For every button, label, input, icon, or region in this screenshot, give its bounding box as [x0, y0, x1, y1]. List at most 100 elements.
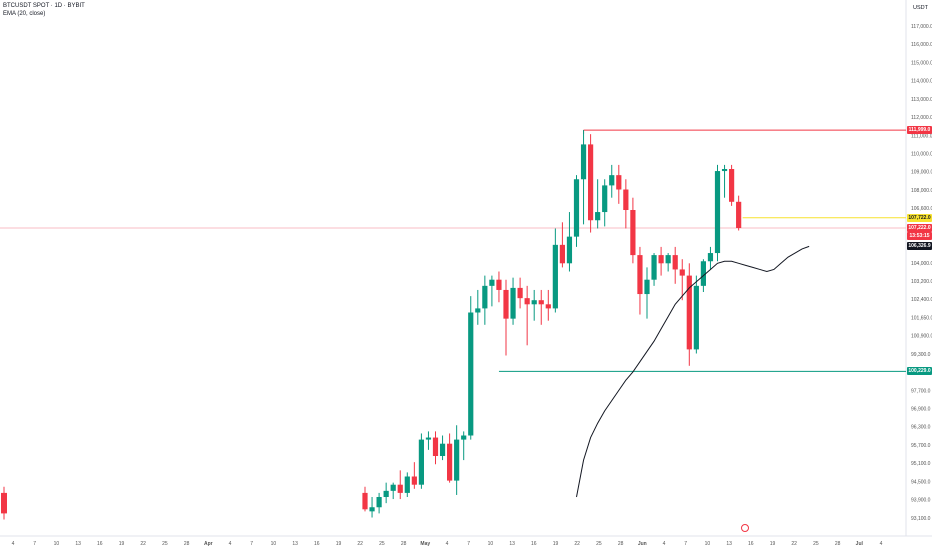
candle-body [425, 437, 432, 440]
candle-body [602, 185, 608, 213]
candle-body [531, 300, 537, 305]
candle-body [524, 298, 530, 305]
countdown-badge: 13:53:15 [907, 232, 932, 240]
x-tick-label: 19 [553, 541, 559, 547]
x-tick-label: 16 [748, 541, 754, 547]
candle-body [475, 308, 481, 313]
y-tick-label: 111,000.0 [911, 133, 932, 139]
x-tick-label: 28 [401, 541, 407, 547]
candle-body [729, 169, 735, 202]
x-tick-label: 10 [54, 541, 60, 547]
y-tick-label: 100,900.0 [911, 334, 932, 340]
x-tick-label: Apr [204, 541, 213, 547]
y-tick-label: 99,300.0 [911, 352, 931, 358]
y-tick-label: 96,300.0 [911, 425, 931, 431]
x-tick-label: 4 [446, 541, 449, 547]
candle-body [595, 212, 601, 221]
candle-body [736, 201, 742, 228]
x-tick-label: 22 [357, 541, 363, 547]
ema-value-badge: 106,326.9 [907, 242, 932, 251]
y-tick-label: 93,900.0 [911, 498, 931, 504]
candle-body [362, 492, 368, 510]
y-tick-label: 93,100.0 [911, 516, 931, 522]
x-tick-label: 10 [488, 541, 494, 547]
candle-body [644, 279, 650, 295]
y-tick-label: 115,000.0 [911, 60, 932, 66]
x-tick-label: 7 [684, 541, 687, 547]
candle-body [580, 144, 587, 180]
y-tick-label: 112,000.0 [911, 115, 932, 121]
x-tick-label: 16 [314, 541, 320, 547]
x-tick-label: 25 [162, 541, 168, 547]
x-tick-label: 13 [75, 541, 81, 547]
candle-body [609, 175, 615, 186]
candle-body [496, 279, 502, 290]
candle-body [411, 476, 417, 485]
alert-icon [741, 524, 749, 532]
x-tick-label: 7 [467, 541, 470, 547]
x-tick-label: 10 [705, 541, 711, 547]
x-tick-label: 7 [33, 541, 36, 547]
candle-body [404, 476, 410, 493]
y-tick-label: 97,700.0 [911, 388, 931, 394]
candle-body [454, 439, 460, 481]
low-price-badge: 100,229.0 [907, 367, 932, 376]
x-tick-label: 4 [12, 541, 15, 547]
candle-body [573, 179, 580, 237]
y-tick-label: 94,500.0 [911, 479, 931, 485]
x-tick-label: 13 [726, 541, 732, 547]
candle-body [1, 492, 7, 514]
candle-body [672, 255, 678, 270]
candle-body [693, 285, 699, 350]
y-tick-label: 101,650.0 [911, 315, 932, 321]
candle-body [552, 244, 558, 309]
candle-body [566, 236, 573, 264]
x-tick-label: 10 [271, 541, 277, 547]
candle-body [517, 287, 523, 299]
candle-body [390, 484, 396, 491]
high-price-badge: 111,999.0 [907, 126, 932, 135]
x-tick-label: 13 [292, 541, 298, 547]
candle-body [637, 255, 643, 295]
price-unit-label: USDT [913, 5, 928, 11]
y-tick-label: 109,000.0 [911, 170, 932, 176]
x-tick-label: 19 [336, 541, 342, 547]
y-tick-label: 114,000.0 [911, 79, 932, 85]
candle-body [418, 439, 424, 485]
y-tick-label: 116,000.0 [911, 42, 932, 48]
candle-body [482, 285, 488, 309]
current-price-badge: 107,222.0 [907, 224, 932, 232]
x-tick-label: 13 [509, 541, 515, 547]
candle-body [468, 312, 474, 436]
candle-body [686, 275, 692, 350]
candle-body [721, 169, 728, 172]
candle-body [545, 304, 551, 309]
x-tick-label: 16 [531, 541, 537, 547]
x-tick-label: 25 [379, 541, 385, 547]
x-tick-label: 25 [596, 541, 602, 547]
x-tick-label: 4 [229, 541, 232, 547]
candle-body [679, 269, 685, 276]
candle-body [447, 443, 453, 481]
x-tick-label: May [420, 541, 430, 547]
y-tick-label: 117,000.0 [911, 24, 932, 30]
candle-body [588, 144, 594, 221]
candle-body [432, 437, 439, 457]
x-tick-label: 22 [791, 541, 797, 547]
yellow-level-badge: 107,722.0 [907, 213, 932, 222]
ema-line [576, 245, 810, 498]
candle-body [616, 175, 622, 190]
x-tick-label: 28 [184, 541, 190, 547]
candle-body [623, 189, 629, 211]
x-tick-label: 22 [140, 541, 146, 547]
y-tick-label: 108,000.0 [911, 188, 932, 194]
candle-body [397, 484, 403, 493]
x-tick-label: 25 [813, 541, 819, 547]
y-tick-label: 95,100.0 [911, 461, 931, 467]
x-tick-label: 28 [618, 541, 624, 547]
candle-body [630, 210, 636, 256]
candle-body [559, 244, 565, 264]
candle-body [510, 287, 516, 319]
y-tick-label: 102,400.0 [911, 297, 932, 303]
